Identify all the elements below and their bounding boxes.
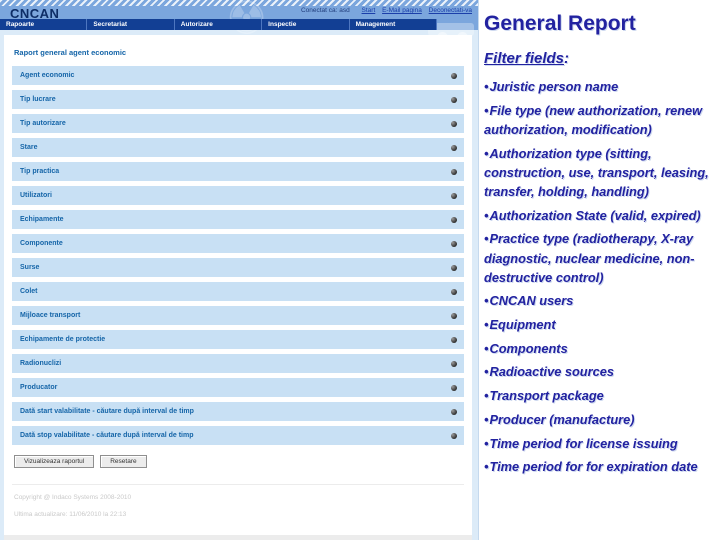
expand-toggle-icon[interactable] <box>451 384 457 391</box>
app-header: ☢ CNCAN Conectat ca: asd Start E-Mail pa… <box>0 0 478 44</box>
filter-row-surse[interactable]: Surse <box>12 258 464 277</box>
expand-toggle-icon[interactable] <box>451 312 457 319</box>
filter-row-stare[interactable]: Stare <box>12 138 464 157</box>
nav-secretariat[interactable]: Secretariat <box>87 19 175 30</box>
filter-row-label: Agent economic <box>20 72 75 79</box>
slide-subtitle: Filter fields: <box>484 50 716 67</box>
expand-toggle-icon[interactable] <box>451 168 457 175</box>
filter-row-label: Echipamente <box>20 216 64 223</box>
bullet-item: Equipment <box>484 315 716 334</box>
expand-toggle-icon[interactable] <box>451 96 457 103</box>
expand-toggle-icon[interactable] <box>451 408 457 415</box>
expand-toggle-icon[interactable] <box>451 336 457 343</box>
page-title: Raport general agent economic <box>14 48 127 57</box>
filter-row-data-stop-valabilitate[interactable]: Dată stop valabilitate - căutare după in… <box>12 426 464 445</box>
filter-row-radionuclizi[interactable]: Radionuclizi <box>12 354 464 373</box>
main-nav: Rapoarte Secretariat Autorizare Inspecti… <box>0 19 437 30</box>
header-links: Conectat ca: asd Start E-Mail pagina Dec… <box>301 7 472 14</box>
bullet-item: Authorization State (valid, expired) <box>484 206 716 225</box>
filter-row-echipamente[interactable]: Echipamente <box>12 210 464 229</box>
filter-row-label: Dată start valabilitate - căutare după i… <box>20 408 194 415</box>
nav-inspectie[interactable]: Inspectie <box>262 19 350 30</box>
filter-row-label: Echipamente de protectie <box>20 336 106 343</box>
header-stripes-decoration <box>0 0 478 6</box>
bullet-item: Producer (manufacture) <box>484 410 716 429</box>
bullet-item: File type (new authorization, renew auth… <box>484 101 716 139</box>
bullet-item: Time period for for expiration date <box>484 457 716 476</box>
filter-row-label: Dată stop valabilitate - căutare după in… <box>20 432 194 439</box>
slide-subtitle-colon: : <box>564 50 570 67</box>
filter-row-tip-practica[interactable]: Tip practica <box>12 162 464 181</box>
filter-row-data-start-valabilitate[interactable]: Dată start valabilitate - căutare după i… <box>12 402 464 421</box>
bullet-item: Authorization type (sitting, constructio… <box>484 144 716 202</box>
filter-row-agent-economic[interactable]: Agent economic <box>12 66 464 85</box>
filter-row-tip-lucrare[interactable]: Tip lucrare <box>12 90 464 109</box>
link-email-page[interactable]: E-Mail pagina <box>382 7 422 14</box>
filter-row-mijloace-transport[interactable]: Mijloace transport <box>12 306 464 325</box>
expand-toggle-icon[interactable] <box>451 120 457 127</box>
expand-toggle-icon[interactable] <box>451 144 457 151</box>
bullet-item: Time period for license issuing <box>484 434 716 453</box>
filter-row-label: Mijloace transport <box>20 312 81 319</box>
filter-row-label: Tip lucrare <box>20 96 56 103</box>
filter-row-utilizatori[interactable]: Utilizatori <box>12 186 464 205</box>
form-actions: Vizualizeaza raportul Resetare <box>14 455 464 468</box>
filter-row-label: Colet <box>20 288 38 295</box>
expand-toggle-icon[interactable] <box>451 264 457 271</box>
view-report-button[interactable]: Vizualizeaza raportul <box>14 455 95 468</box>
nav-management[interactable]: Management <box>350 19 437 30</box>
bullet-item: Transport package <box>484 386 716 405</box>
expand-toggle-icon[interactable] <box>451 288 457 295</box>
expand-toggle-icon[interactable] <box>451 72 457 79</box>
filter-row-componente[interactable]: Componente <box>12 234 464 253</box>
filter-row-producator[interactable]: Producator <box>12 378 464 397</box>
link-logout[interactable]: Deconectati-va <box>428 7 472 14</box>
reset-button[interactable]: Resetare <box>100 455 147 468</box>
expand-toggle-icon[interactable] <box>451 360 457 367</box>
filter-row-label: Producator <box>20 384 58 391</box>
filter-row-label: Utilizatori <box>20 192 52 199</box>
connected-status: Conectat ca: asd <box>300 7 350 14</box>
last-updated-text: Ultima actualizare: 11/06/2010 la 22:13 <box>14 511 127 518</box>
app-footer: Copyright @ Indaco Systems 2008-2010 Ult… <box>12 484 464 518</box>
slide-title: General Report <box>484 12 636 35</box>
filter-row-tip-autorizare[interactable]: Tip autorizare <box>12 114 464 133</box>
slide-subtitle-text: Filter fields <box>484 50 565 67</box>
filter-row-echipamente-protectie[interactable]: Echipamente de protectie <box>12 330 464 349</box>
copyright-text: Copyright @ Indaco Systems 2008-2010 <box>14 494 132 501</box>
bullet-item: Components <box>484 339 716 358</box>
filter-row-label: Radionuclizi <box>20 360 62 367</box>
expand-toggle-icon[interactable] <box>451 192 457 199</box>
link-start[interactable]: Start <box>361 7 376 14</box>
filter-row-label: Componente <box>20 240 63 247</box>
bullet-item: Radioactive sources <box>484 362 716 381</box>
expand-toggle-icon[interactable] <box>451 432 457 439</box>
filter-row-colet[interactable]: Colet <box>12 282 464 301</box>
bullet-item: Practice type (radiotherapy, X-ray diagn… <box>484 229 716 287</box>
expand-toggle-icon[interactable] <box>451 216 457 223</box>
nav-autorizare[interactable]: Autorizare <box>175 19 263 30</box>
nav-rapoarte[interactable]: Rapoarte <box>0 19 88 30</box>
bottom-strip-decoration <box>4 535 472 540</box>
app-logo: CNCAN <box>10 6 60 21</box>
filter-row-label: Tip practica <box>20 168 60 175</box>
filter-row-label: Stare <box>20 144 38 151</box>
report-form-card: Raport general agent economic Agent econ… <box>4 35 472 540</box>
expand-toggle-icon[interactable] <box>451 240 457 247</box>
app-screenshot-panel: ☢ CNCAN Conectat ca: asd Start E-Mail pa… <box>0 0 479 540</box>
slide-text-panel: General Report Filter fields: Juristic p… <box>482 0 720 540</box>
bullet-item: CNCAN users <box>484 291 716 310</box>
bullet-item: Juristic person name <box>484 77 716 96</box>
filter-row-label: Tip autorizare <box>20 120 66 127</box>
filter-row-label: Surse <box>20 264 40 271</box>
